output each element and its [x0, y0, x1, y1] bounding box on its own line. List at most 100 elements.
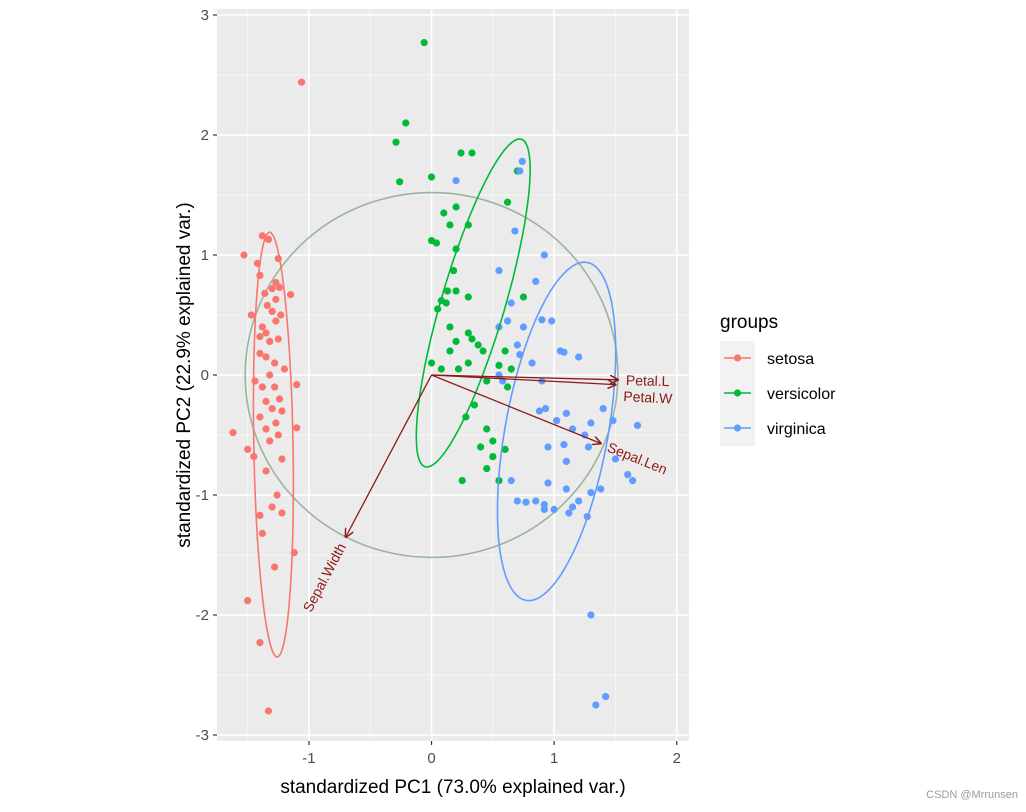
y-tick-label: -3: [196, 727, 209, 744]
point-versicolor: [501, 347, 509, 355]
legend-label-setosa: setosa: [767, 351, 814, 368]
point-setosa: [272, 295, 280, 303]
point-setosa: [262, 397, 270, 405]
point-setosa: [272, 419, 280, 427]
point-setosa: [271, 383, 279, 391]
point-virginica: [495, 371, 503, 379]
point-setosa: [268, 405, 276, 413]
point-setosa: [258, 232, 266, 240]
point-setosa: [275, 283, 284, 291]
point-setosa: [264, 707, 273, 715]
point-setosa: [240, 251, 248, 259]
point-virginica: [503, 317, 512, 325]
ellipse-versicolor: [415, 138, 532, 468]
point-setosa: [262, 329, 270, 337]
point-setosa: [256, 511, 264, 519]
point-virginica: [532, 497, 540, 505]
point-setosa: [258, 529, 266, 538]
point-virginica: [550, 505, 558, 513]
point-versicolor: [483, 377, 491, 385]
point-setosa: [278, 455, 286, 463]
legend: groups setosa versicolor virginica: [720, 312, 836, 446]
x-tick-label: 1: [550, 750, 558, 767]
legend-key-point: [733, 354, 742, 362]
point-virginica: [522, 498, 530, 506]
point-virginica: [540, 251, 548, 259]
point-setosa: [275, 395, 284, 403]
point-versicolor: [474, 341, 482, 349]
point-setosa: [256, 639, 264, 647]
point-setosa: [266, 371, 274, 379]
point-setosa: [266, 337, 274, 345]
point-virginica: [511, 227, 519, 235]
point-setosa: [274, 335, 282, 343]
loading-arrow-sepal-width: [346, 374, 433, 537]
series-versicolor: [392, 39, 528, 485]
point-virginica: [587, 419, 595, 427]
point-versicolor: [432, 239, 441, 247]
point-versicolor: [452, 337, 460, 345]
point-versicolor: [464, 293, 472, 301]
point-virginica: [552, 417, 561, 425]
point-virginica: [540, 505, 548, 513]
point-versicolor: [501, 445, 509, 453]
legend-key-point: [733, 424, 742, 432]
point-setosa: [264, 235, 273, 243]
point-setosa: [293, 424, 301, 432]
point-virginica: [624, 471, 632, 479]
point-virginica: [513, 497, 521, 505]
y-tick-label: 3: [201, 7, 209, 24]
point-versicolor: [443, 287, 452, 295]
point-virginica: [587, 489, 595, 497]
point-versicolor: [495, 361, 503, 369]
legend-title: groups: [720, 312, 778, 333]
point-virginica: [562, 457, 571, 465]
point-setosa: [258, 383, 266, 391]
point-setosa: [256, 349, 264, 357]
point-virginica: [599, 405, 607, 413]
axes: -1 0 1 2 -3 -2 -1 0 1 2 3: [196, 7, 681, 767]
point-versicolor: [437, 365, 445, 373]
point-versicolor: [458, 477, 466, 485]
point-virginica: [513, 341, 521, 349]
point-versicolor: [507, 365, 515, 373]
point-virginica: [575, 353, 583, 361]
point-virginica: [633, 421, 642, 429]
point-virginica: [597, 485, 605, 493]
point-virginica: [532, 277, 540, 285]
point-versicolor: [479, 347, 487, 355]
point-virginica: [611, 455, 620, 463]
point-setosa: [293, 381, 301, 389]
point-virginica: [584, 443, 593, 451]
correlation-circle: [244, 191, 619, 559]
point-setosa: [256, 271, 264, 279]
point-setosa: [271, 563, 279, 571]
point-versicolor: [446, 347, 454, 355]
point-virginica: [495, 267, 503, 275]
point-versicolor: [427, 359, 436, 367]
y-tick-label: 1: [201, 247, 209, 264]
loading-arrow-sepal-length: [431, 374, 601, 443]
point-setosa: [261, 289, 269, 297]
point-setosa: [286, 291, 295, 299]
point-virginica: [541, 405, 550, 413]
point-virginica: [519, 323, 528, 331]
grid-lines: [217, 9, 689, 741]
point-versicolor: [468, 149, 476, 157]
point-virginica: [507, 299, 515, 307]
point-setosa: [268, 307, 276, 315]
point-virginica: [602, 693, 610, 701]
point-virginica: [560, 441, 568, 449]
y-tick-label: 0: [201, 367, 209, 384]
point-setosa: [263, 301, 271, 309]
point-virginica: [518, 157, 526, 165]
point-versicolor: [392, 138, 400, 146]
legend-label-versicolor: versicolor: [767, 386, 836, 403]
point-setosa: [271, 359, 279, 367]
point-versicolor: [402, 119, 410, 127]
point-setosa: [244, 597, 252, 605]
point-versicolor: [446, 323, 454, 331]
point-versicolor: [427, 173, 436, 181]
point-setosa: [247, 311, 255, 319]
point-setosa: [297, 78, 306, 86]
